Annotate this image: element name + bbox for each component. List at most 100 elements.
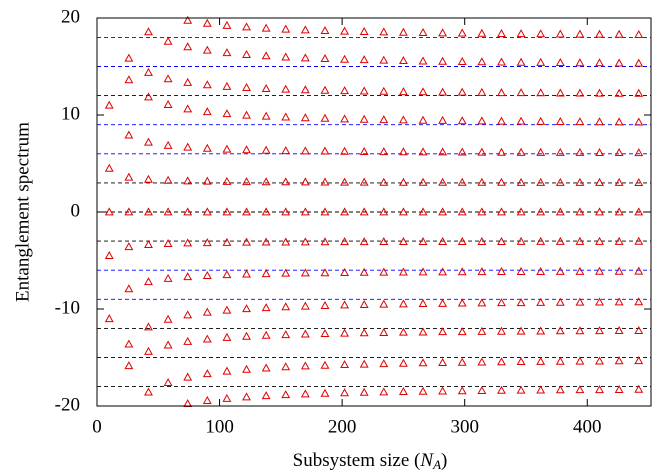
- data-point: [300, 237, 310, 246]
- data-point: [340, 26, 350, 35]
- data-point: [614, 177, 624, 186]
- data-point: [379, 55, 389, 64]
- data-point: [575, 29, 585, 38]
- data-point: [595, 88, 604, 97]
- data-point: [457, 116, 467, 125]
- data-point: [300, 113, 310, 122]
- data-point: [497, 267, 506, 276]
- data-point: [281, 112, 291, 121]
- data-point: [497, 236, 506, 245]
- y-tick-label: 20: [61, 6, 80, 27]
- data-point: [438, 207, 448, 216]
- data-point: [634, 177, 644, 186]
- data-point: [497, 326, 506, 335]
- data-point: [614, 88, 624, 97]
- data-point: [457, 28, 467, 37]
- data-point: [222, 144, 232, 153]
- data-point: [418, 28, 428, 37]
- data-point: [202, 80, 212, 89]
- data-point: [242, 331, 251, 340]
- data-point: [516, 357, 526, 366]
- data-point: [379, 327, 389, 336]
- data-point: [379, 267, 389, 276]
- data-point: [320, 146, 330, 155]
- data-point: [144, 239, 153, 248]
- data-point: [555, 57, 565, 66]
- data-point: [242, 364, 251, 373]
- data-point: [202, 369, 212, 378]
- data-point: [536, 266, 546, 275]
- data-point: [300, 53, 310, 62]
- data-point: [359, 146, 369, 155]
- data-point: [634, 236, 644, 245]
- data-point: [595, 207, 604, 216]
- data-point: [457, 327, 467, 336]
- data-point: [163, 175, 173, 184]
- data-point: [242, 83, 251, 92]
- data-point: [222, 207, 232, 216]
- data-point: [300, 85, 310, 94]
- data-point: [104, 314, 114, 323]
- data-point: [595, 29, 604, 38]
- data-point: [536, 177, 546, 186]
- data-point: [536, 88, 546, 97]
- data-point: [634, 384, 644, 393]
- data-point: [536, 147, 546, 156]
- data-point: [281, 177, 291, 186]
- data-point: [163, 273, 173, 282]
- data-point: [595, 58, 604, 67]
- data-point: [614, 29, 624, 38]
- data-point: [340, 328, 350, 337]
- data-point: [320, 85, 330, 94]
- data-point: [614, 266, 624, 275]
- data-point: [359, 86, 369, 95]
- data-point: [202, 18, 212, 27]
- data-point: [497, 57, 506, 66]
- data-point: [418, 237, 428, 246]
- data-point: [124, 130, 134, 139]
- data-point: [438, 327, 448, 336]
- data-point: [124, 75, 134, 84]
- data-point: [222, 81, 232, 90]
- data-point: [614, 384, 624, 393]
- data-point: [144, 137, 153, 146]
- data-point: [438, 358, 448, 367]
- data-point: [555, 385, 565, 394]
- data-point: [595, 236, 604, 245]
- data-point: [555, 266, 565, 275]
- data-point: [202, 143, 212, 152]
- data-point: [183, 272, 193, 281]
- data-point: [457, 87, 467, 96]
- data-point: [575, 236, 585, 245]
- data-point: [418, 358, 428, 367]
- data-point: [595, 326, 604, 335]
- data-point: [261, 391, 271, 400]
- data-point: [163, 314, 173, 323]
- data-point: [516, 385, 526, 394]
- data-point: [379, 299, 389, 308]
- data-point: [300, 361, 310, 370]
- data-point: [281, 52, 291, 61]
- data-point: [398, 267, 408, 276]
- data-point: [477, 236, 487, 245]
- data-point: [575, 356, 585, 365]
- data-point: [144, 346, 153, 355]
- data-point: [242, 269, 251, 278]
- data-point: [242, 145, 251, 154]
- data-point: [281, 84, 291, 93]
- data-point: [261, 23, 271, 32]
- data-point: [575, 147, 585, 156]
- data-point: [202, 176, 212, 185]
- data-point: [340, 86, 350, 95]
- data-point: [457, 57, 467, 66]
- data-point: [222, 366, 232, 375]
- data-point: [536, 207, 546, 216]
- data-point: [163, 238, 173, 248]
- data-point: [359, 177, 369, 186]
- data-point: [163, 340, 173, 349]
- data-point: [340, 360, 350, 369]
- data-point: [124, 53, 134, 62]
- data-point: [340, 267, 350, 277]
- data-point: [398, 27, 408, 36]
- data-point: [359, 387, 369, 396]
